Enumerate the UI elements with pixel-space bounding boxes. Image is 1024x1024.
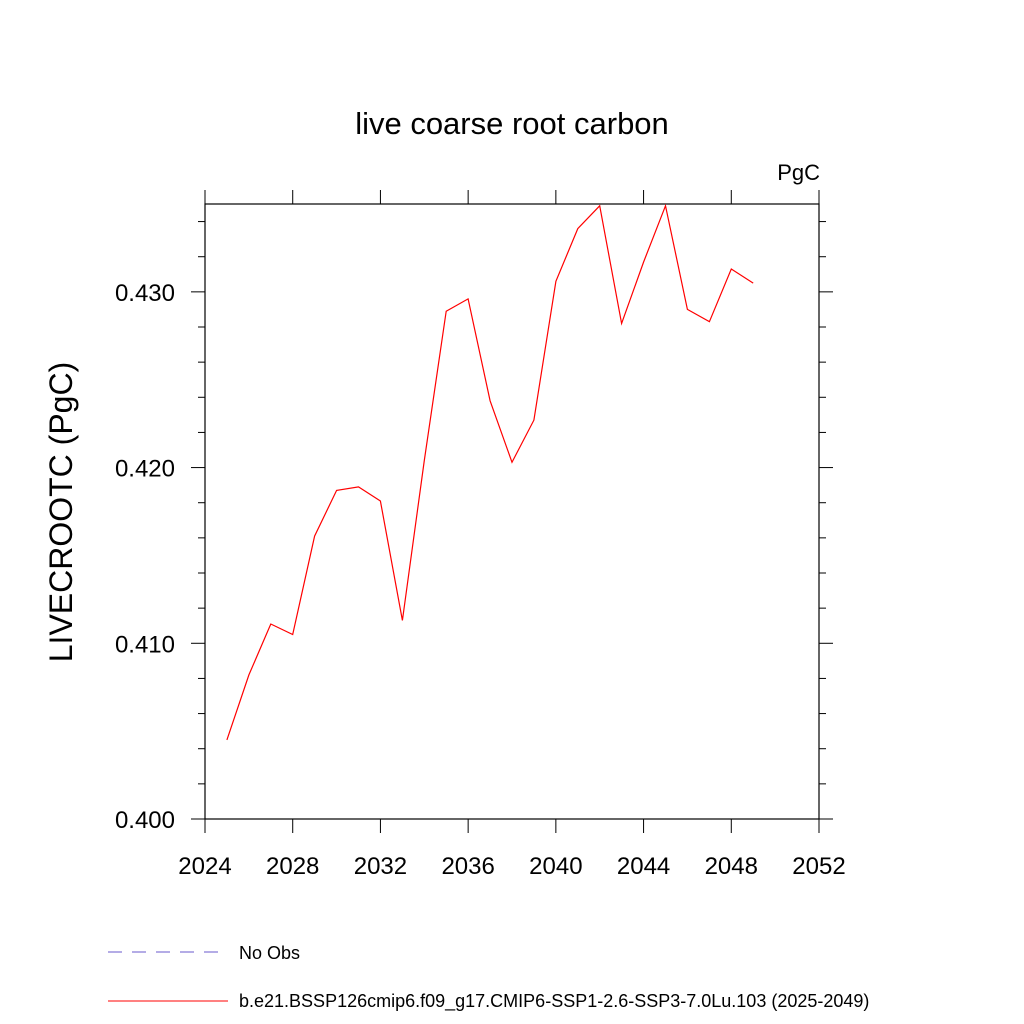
x-tick-label: 2032	[354, 853, 407, 880]
y-tick-label: 0.430	[115, 280, 175, 307]
x-tick-labels: 2024 2028 2032 2036 2040 2044 2048 2052	[178, 853, 845, 880]
units-label: PgC	[777, 160, 820, 185]
x-tick-label: 2048	[705, 853, 758, 880]
x-tick-label: 2036	[441, 853, 494, 880]
x-tick-label: 2040	[529, 853, 582, 880]
legend-series-label: b.e21.BSSP126cmip6.f09_g17.CMIP6-SSP1-2.…	[239, 991, 869, 1012]
x-tick-label: 2044	[617, 853, 670, 880]
plot-frame	[204, 203, 820, 820]
y-axis-label: LIVECROOTC (PgC)	[43, 362, 79, 662]
y-tick-label: 0.420	[115, 456, 175, 483]
legend-no-obs-label: No Obs	[239, 943, 300, 963]
x-tick-label: 2052	[792, 853, 845, 880]
y-tick-label: 0.410	[115, 631, 175, 658]
y-tick-label: 0.400	[115, 807, 175, 834]
series-line	[226, 203, 754, 741]
chart-title: live coarse root carbon	[355, 106, 669, 141]
ticks	[191, 190, 833, 833]
y-tick-labels: 0.400 0.410 0.420 0.430	[115, 280, 175, 834]
x-tick-label: 2024	[178, 853, 231, 880]
x-tick-label: 2028	[266, 853, 319, 880]
legend: No Obs b.e21.BSSP126cmip6.f09_g17.CMIP6-…	[108, 943, 869, 1012]
